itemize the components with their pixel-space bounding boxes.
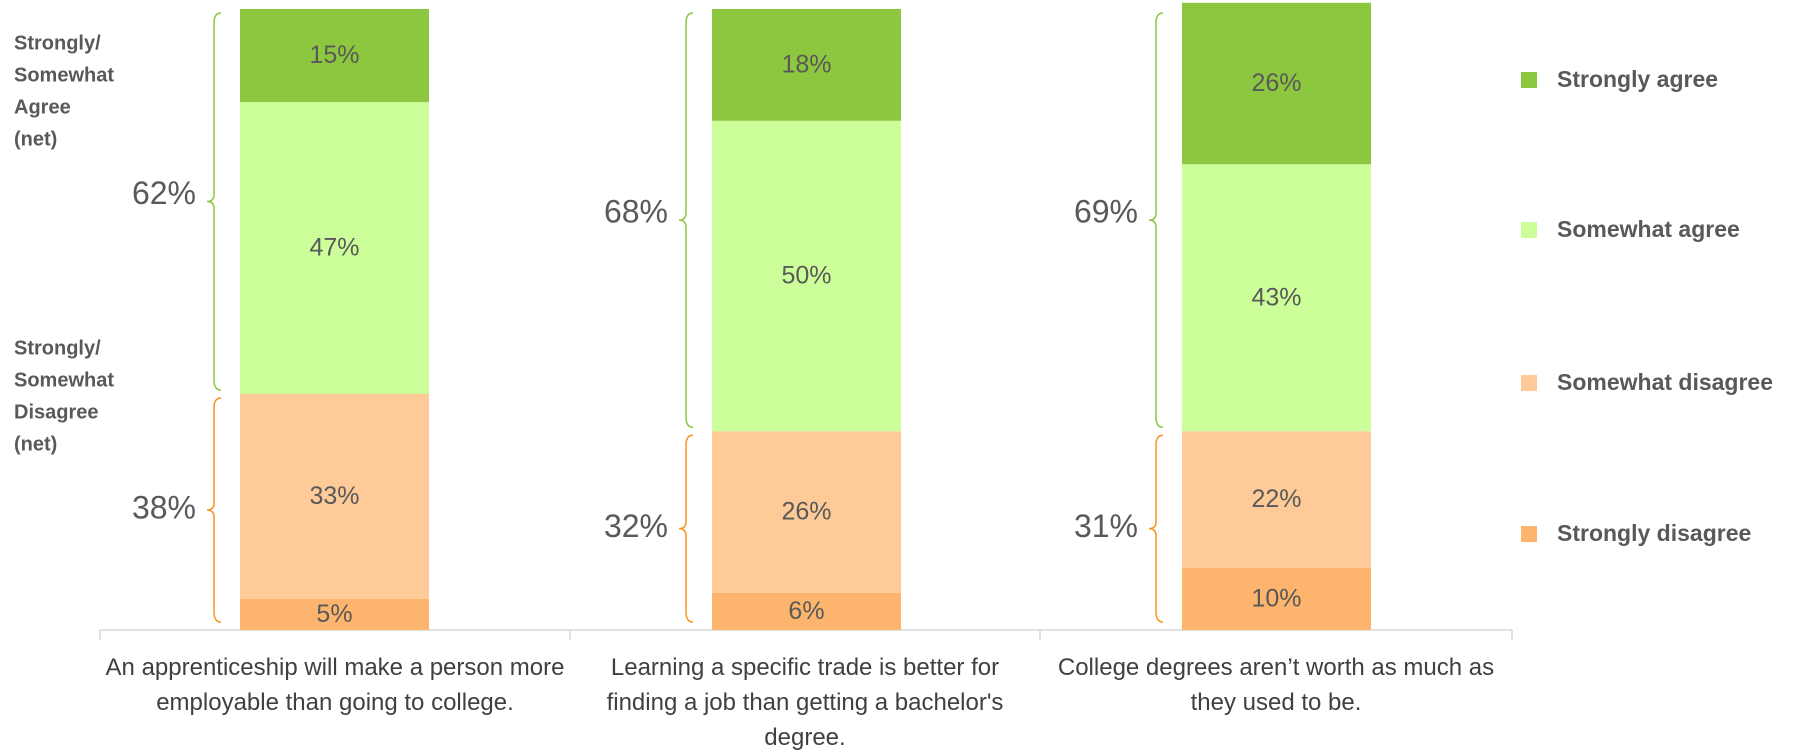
net-label: 68%	[604, 194, 668, 230]
data-label: 33%	[309, 482, 359, 510]
legend-swatch	[1521, 72, 1537, 88]
data-label: 6%	[788, 597, 824, 625]
annotation: Strongly/	[14, 32, 101, 54]
data-label: 43%	[1251, 283, 1301, 311]
data-label: 26%	[1251, 69, 1301, 97]
legend-label: Somewhat agree	[1557, 216, 1740, 242]
annotation: Agree	[14, 96, 71, 118]
data-label: 5%	[316, 600, 352, 628]
net-label: 69%	[1074, 194, 1138, 230]
data-label: 50%	[781, 262, 831, 290]
bar-segment	[1182, 431, 1371, 568]
annotation: Disagree	[14, 401, 99, 423]
annotation: (net)	[14, 433, 57, 455]
legend-swatch	[1521, 526, 1537, 542]
bar-segment	[712, 120, 901, 432]
data-label: 15%	[309, 41, 359, 69]
category-label: An apprenticeship will make a person mor…	[105, 654, 565, 716]
category-label: College degrees aren’t worth as much as …	[1057, 654, 1495, 716]
net-brace	[678, 434, 694, 623]
legend-label: Strongly agree	[1557, 66, 1718, 92]
net-label: 62%	[132, 175, 196, 211]
legend-swatch	[1521, 375, 1537, 391]
annotation: Strongly/	[14, 337, 101, 359]
category-label: Learning a specific trade is better for …	[606, 654, 1004, 751]
legend-label: Strongly disagree	[1557, 520, 1751, 546]
bar-segment	[1182, 2, 1371, 165]
data-label: 47%	[309, 234, 359, 262]
legend-swatch	[1521, 222, 1537, 238]
net-brace	[678, 12, 694, 429]
bar-segment	[712, 9, 901, 121]
net-brace	[1148, 12, 1164, 429]
net-label: 31%	[1074, 508, 1138, 544]
bar-segment	[1182, 164, 1371, 432]
net-brace	[1148, 434, 1164, 623]
net-brace	[206, 12, 222, 391]
annotation: Somewhat	[14, 369, 114, 391]
net-label: 32%	[604, 508, 668, 544]
bar-segment	[1182, 567, 1371, 630]
bar-segment	[712, 431, 901, 593]
bar-segment	[712, 592, 901, 630]
net-brace	[206, 397, 222, 623]
data-label: 10%	[1251, 585, 1301, 613]
bar-segment	[240, 9, 429, 103]
data-label: 18%	[781, 50, 831, 78]
annotation: Somewhat	[14, 64, 114, 86]
net-label: 38%	[132, 489, 196, 525]
legend-label: Somewhat disagree	[1557, 369, 1773, 395]
data-label: 26%	[781, 498, 831, 526]
bar-segment	[240, 102, 429, 395]
data-label: 22%	[1251, 485, 1301, 513]
annotation: (net)	[14, 128, 57, 150]
bar-segment	[240, 394, 429, 599]
bar-segment	[240, 598, 429, 630]
